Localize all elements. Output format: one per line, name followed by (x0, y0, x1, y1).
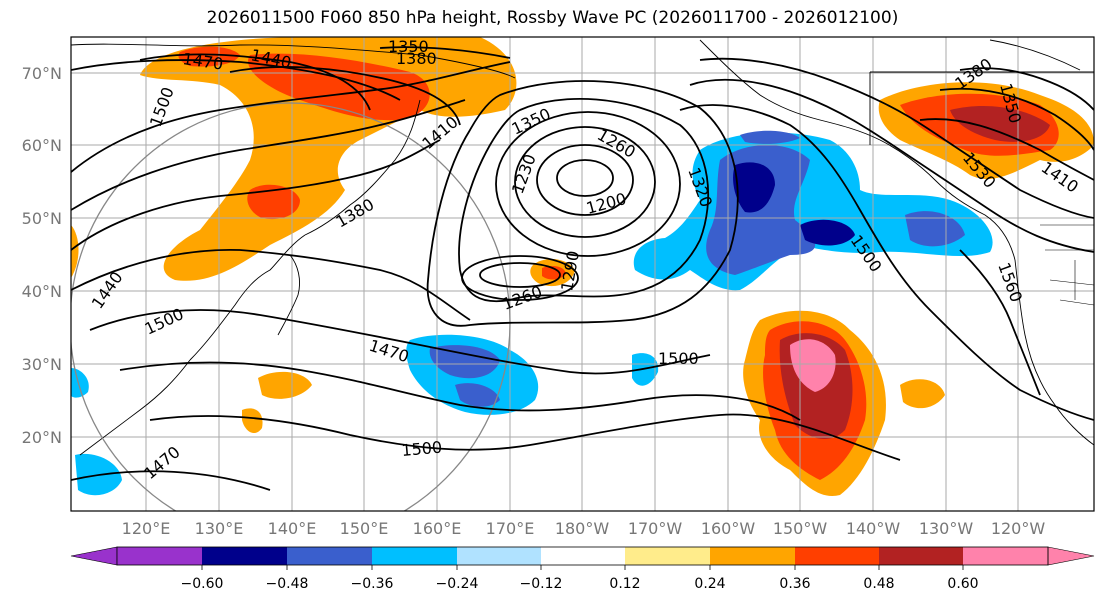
lon-label: 160°E (413, 519, 462, 538)
coastlines (71, 39, 1094, 456)
lat-label: 50°N (22, 209, 62, 228)
contour-label: 1230 (508, 152, 540, 197)
lon-label: 140°W (846, 519, 901, 538)
contour-label: 1470 (140, 442, 183, 483)
colorbar-swatch (372, 547, 457, 565)
colorbar-swatch (287, 547, 372, 565)
lat-label: 40°N (22, 282, 62, 301)
colorbar-swatch (202, 547, 287, 565)
contour-label: 1410 (1038, 158, 1082, 197)
colorbar-tick: 0.12 (609, 576, 640, 592)
lat-label: 30°N (22, 355, 62, 374)
contour-label: 1380 (333, 195, 378, 232)
colorbar-tick: −0.48 (266, 576, 309, 592)
height-contours (71, 46, 1094, 491)
colorbar-tick: −0.36 (351, 576, 394, 592)
colorbar: −0.60 −0.48 −0.36 −0.24 −0.12 0.12 0.24 … (70, 546, 1095, 592)
map-title: 2026011500 F060 850 hPa height, Rossby W… (206, 8, 899, 28)
contour-label: 1500 (146, 85, 178, 130)
colorbar-swatch (1047, 546, 1095, 566)
contour-label: 1260 (594, 125, 639, 162)
contour-label: 1290 (557, 249, 583, 292)
contour-label: 1440 (88, 268, 127, 312)
lon-label: 170°W (628, 519, 683, 538)
lon-label: 150°E (340, 519, 389, 538)
colorbar-tick: 0.48 (863, 576, 894, 592)
colorbar-tick: −0.12 (520, 576, 563, 592)
contour-label: 1500 (142, 304, 187, 338)
lon-label: 120°E (122, 519, 171, 538)
contour-label: 1200 (584, 189, 628, 218)
colorbar-tick: −0.24 (436, 576, 479, 592)
longitude-axis: 120°E 130°E 140°E 150°E 160°E 170°E 180°… (122, 519, 1046, 538)
colorbar-swatch (795, 547, 879, 565)
lon-label: 120°W (991, 519, 1046, 538)
colorbar-swatch (710, 547, 795, 565)
lon-label: 140°E (268, 519, 317, 538)
lon-label: 150°W (773, 519, 828, 538)
contour-label: 1350 (509, 104, 554, 138)
lon-label: 130°W (919, 519, 974, 538)
colorbar-swatch (457, 547, 541, 565)
colorbar-swatch (70, 546, 118, 566)
positive-anomaly-siberia-core (248, 53, 430, 121)
contour-label: 1500 (401, 438, 443, 460)
lon-label: 170°E (486, 519, 535, 538)
lon-label: 180°W (555, 519, 610, 538)
colorbar-frame (116, 546, 1049, 566)
contour-label: 1500 (658, 349, 699, 368)
colorbar-swatch (625, 547, 710, 565)
lon-label: 130°E (195, 519, 244, 538)
lat-label: 70°N (22, 64, 62, 83)
lat-label: 20°N (22, 428, 62, 447)
contour-label: 1380 (396, 49, 437, 68)
latitude-axis: 70°N 60°N 50°N 40°N 30°N 20°N (22, 64, 62, 447)
contour-label: 1410 (418, 112, 461, 153)
colorbar-tick: 0.60 (947, 576, 978, 592)
lat-label: 60°N (22, 136, 62, 155)
contour-label: 1470 (367, 336, 412, 367)
colorbar-swatch (117, 547, 202, 565)
borders (1040, 224, 1094, 306)
colorbar-swatch (541, 547, 625, 565)
anomaly-shading (71, 37, 1094, 496)
colorbar-tick: 0.24 (694, 576, 725, 592)
lon-label: 160°W (701, 519, 756, 538)
colorbar-tick: 0.36 (779, 576, 810, 592)
colorbar-swatch (879, 547, 963, 565)
colorbar-swatch (963, 547, 1048, 565)
colorbar-tick: −0.60 (181, 576, 224, 592)
contour-label: 1350 (388, 37, 429, 56)
graticule (71, 37, 1094, 511)
map-frame (70, 36, 1095, 512)
